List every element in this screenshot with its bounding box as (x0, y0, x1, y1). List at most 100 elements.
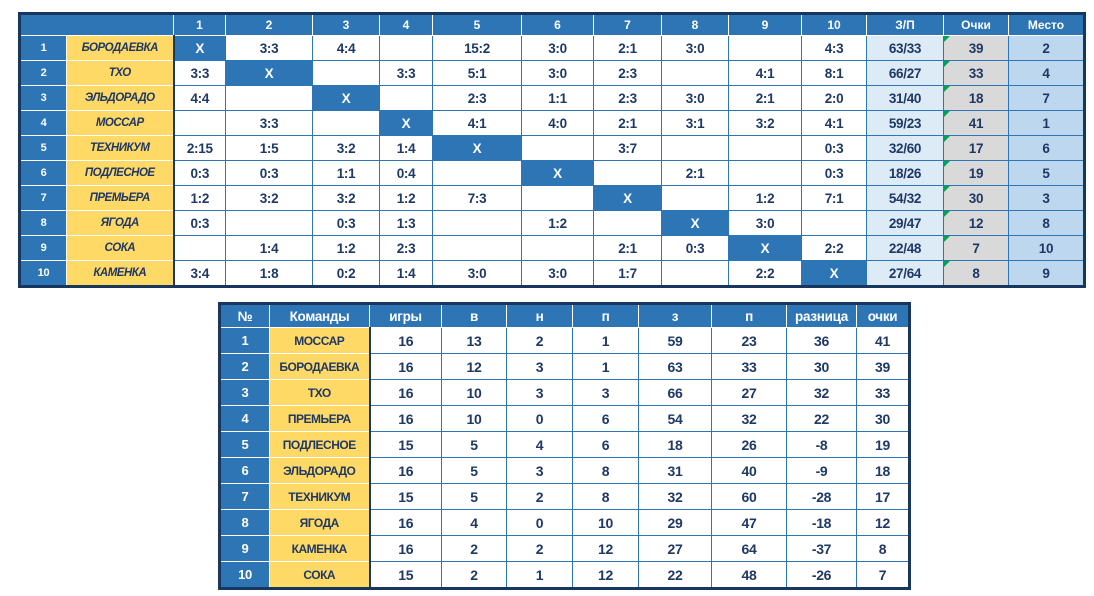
cross-col-header: 2 (225, 13, 313, 36)
diagonal-cell: X (661, 210, 729, 236)
score-cell: 1:2 (312, 235, 380, 261)
cross-col-header: 8 (661, 13, 729, 36)
games-cell: 15 (369, 431, 442, 458)
goals-for-cell: 27 (638, 535, 712, 562)
goals-for-cell: 22 (638, 561, 712, 589)
games-cell: 16 (369, 457, 442, 484)
score-cell (225, 210, 313, 236)
points-cell: 19 (856, 431, 910, 458)
goals-against-cell: 60 (711, 483, 787, 510)
points-cell: 8 (943, 260, 1009, 287)
score-cell: 0:3 (661, 235, 729, 261)
score-cell: 1:2 (379, 185, 433, 211)
wins-cell: 13 (441, 327, 507, 354)
score-cell (593, 210, 662, 236)
standings-table-row: 4 ПРЕМЬЕРА 16 10 0 6 54 32 22 30 (219, 405, 910, 432)
team-name-cell: ЭЛЬДОРАДО (269, 457, 371, 484)
goals-against-cell: 48 (711, 561, 787, 589)
points-cell: 18 (856, 457, 910, 484)
team-name-cell: СОКА (269, 561, 371, 589)
goal-diff-cell: -37 (786, 535, 857, 562)
points-cell: 18 (943, 85, 1009, 111)
goals-for-cell: 32 (638, 483, 712, 510)
standings-table-row: 7 ТЕХНИКУМ 15 5 2 8 32 60 -28 17 (219, 483, 910, 510)
standings-col-header: разница (786, 303, 857, 328)
goals-ratio-cell: 29/47 (866, 210, 944, 236)
standings-col-header: игры (369, 303, 442, 328)
goals-for-cell: 63 (638, 353, 712, 380)
draws-cell: 0 (506, 405, 573, 432)
score-cell: 4:4 (173, 85, 226, 111)
place-cell: 7 (1008, 85, 1085, 111)
team-name-cell: ТХО (66, 60, 175, 86)
results-cross-table: 1 2 3 4 5 6 7 8 9 10 З/П Очки Место 1 БОРОДАЕВКА X 3:3 4… (18, 12, 1086, 288)
score-cell (225, 85, 313, 111)
cross-col-header: 7 (593, 13, 662, 36)
standings-table-row: 3 ТХО 16 10 3 3 66 27 32 33 (219, 379, 910, 406)
losses-cell: 12 (572, 535, 639, 562)
standings-table-row: 5 ПОДЛЕСНОЕ 15 5 4 6 18 26 -8 19 (219, 431, 910, 458)
points-cell: 30 (856, 405, 910, 432)
score-cell (661, 260, 729, 287)
place-cell: 6 (1008, 135, 1085, 161)
place-cell: 2 (1008, 35, 1085, 61)
draws-cell: 2 (506, 327, 573, 354)
losses-cell: 1 (572, 327, 639, 354)
score-cell (432, 235, 522, 261)
score-cell: 3:0 (521, 60, 594, 86)
points-cell: 41 (856, 327, 910, 354)
score-cell (432, 210, 522, 236)
goal-diff-cell: -26 (786, 561, 857, 589)
losses-cell: 6 (572, 431, 639, 458)
games-cell: 16 (369, 405, 442, 432)
team-name-cell: КАМЕНКА (66, 260, 175, 287)
losses-cell: 1 (572, 353, 639, 380)
losses-cell: 3 (572, 379, 639, 406)
score-cell: 3:4 (173, 260, 226, 287)
place-cell: 9 (1008, 260, 1085, 287)
position-cell: 8 (219, 509, 270, 536)
wins-cell: 2 (441, 561, 507, 589)
score-cell: 3:0 (432, 260, 522, 287)
place-cell: 10 (1008, 235, 1085, 261)
score-cell: 1:4 (225, 235, 313, 261)
points-cell: 7 (943, 235, 1009, 261)
diagonal-cell: X (521, 160, 594, 186)
standings-col-header: № (219, 303, 270, 328)
wins-cell: 5 (441, 483, 507, 510)
score-cell: 4:1 (432, 110, 522, 136)
losses-cell: 6 (572, 405, 639, 432)
goal-diff-cell: 32 (786, 379, 857, 406)
goals-against-cell: 64 (711, 535, 787, 562)
score-cell: 3:2 (312, 135, 380, 161)
score-cell: 0:3 (801, 135, 867, 161)
score-cell: 3:3 (379, 60, 433, 86)
standings-table-body: 1 МОССАР 16 13 2 1 59 23 36 41 2 БОРОДАЕВКА 16 12 3 1 63… (219, 327, 910, 589)
points-cell: 19 (943, 160, 1009, 186)
score-cell: 0:3 (312, 210, 380, 236)
goals-against-cell: 40 (711, 457, 787, 484)
position-cell: 2 (219, 353, 270, 380)
position-cell: 1 (219, 327, 270, 354)
goals-ratio-cell: 27/64 (866, 260, 944, 287)
diagonal-cell: X (379, 110, 433, 136)
losses-cell: 10 (572, 509, 639, 536)
row-number-cell: 5 (19, 135, 67, 161)
diagonal-cell: X (432, 135, 522, 161)
score-cell (379, 35, 433, 61)
team-name-cell: ПОДЛЕСНОЕ (269, 431, 371, 458)
diagonal-cell: X (173, 35, 226, 61)
goal-diff-cell: 36 (786, 327, 857, 354)
points-cell: 33 (856, 379, 910, 406)
score-cell: 0:3 (173, 210, 226, 236)
points-cell: 33 (943, 60, 1009, 86)
goals-ratio-cell: 31/40 (866, 85, 944, 111)
standings-table: № Команды игры в н п з п разница очки 1 МОССАР 16 13… (218, 302, 911, 590)
score-cell: 3:2 (728, 110, 802, 136)
points-cell: 41 (943, 110, 1009, 136)
wins-cell: 12 (441, 353, 507, 380)
team-name-cell: МОССАР (66, 110, 175, 136)
score-cell: 7:3 (432, 185, 522, 211)
score-cell: 2:1 (661, 160, 729, 186)
standings-col-header: в (441, 303, 507, 328)
